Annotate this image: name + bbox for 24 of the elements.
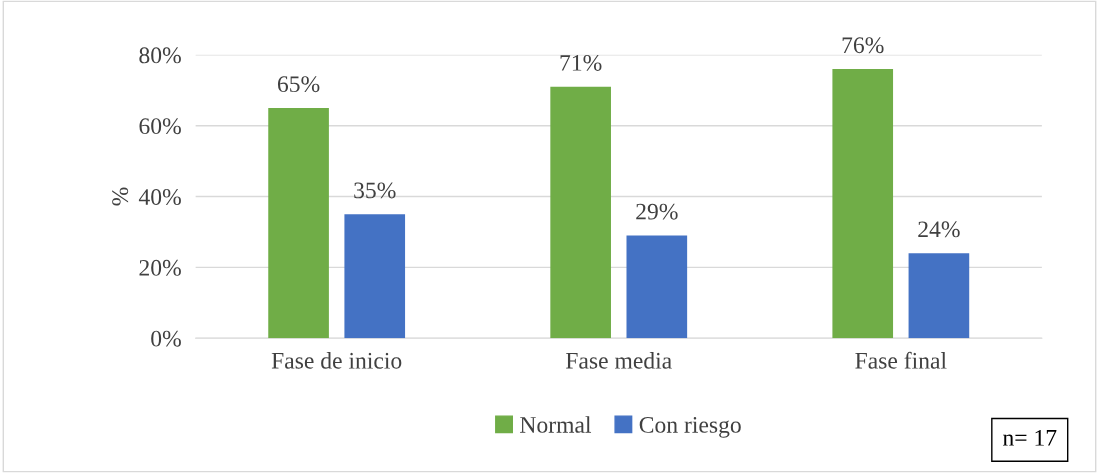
legend-label: Con riesgo — [639, 417, 741, 438]
y-tick-label: 40% — [138, 189, 181, 206]
y-tick-label: 80% — [139, 47, 181, 64]
data-label: 71% — [560, 54, 602, 71]
x-tick-label: Fase de inicio — [271, 352, 402, 369]
y-tick-label: 0% — [151, 330, 181, 347]
bar — [344, 214, 406, 339]
data-label: 65% — [277, 76, 320, 93]
data-label: 29% — [636, 203, 678, 220]
data-label: 24% — [918, 221, 960, 238]
bar — [550, 86, 611, 339]
legend-label: Normal — [520, 416, 592, 433]
x-tick-label: Fase media — [565, 352, 672, 369]
text: n= 17 — [1002, 429, 1057, 446]
data-label: 76% — [842, 37, 884, 54]
x-tick-label: Fase final — [855, 351, 947, 369]
y-tick-label: 60% — [139, 118, 181, 135]
bar — [268, 107, 329, 339]
bar — [908, 253, 970, 339]
y-axis-title: % — [112, 187, 129, 206]
data-label: 35% — [354, 182, 396, 199]
bar — [626, 235, 688, 339]
bar — [832, 69, 894, 339]
y-tick-label: 20% — [139, 259, 181, 276]
